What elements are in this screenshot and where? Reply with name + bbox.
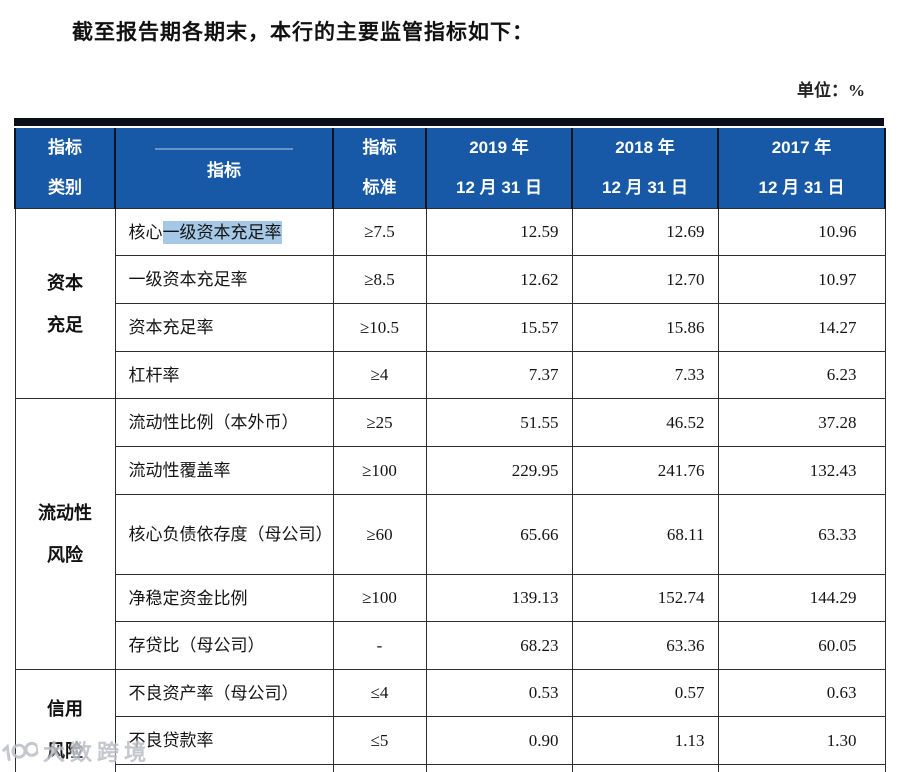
header-2019: 2019 年 12 月 31 日 — [425, 128, 573, 209]
table-row: 杠杆率 ≥4 7.37 7.33 6.23 — [15, 351, 886, 399]
value-2018: 1.13 — [571, 716, 719, 765]
standard-cell: ≥100 — [332, 446, 427, 495]
value-2019 — [425, 764, 573, 772]
indicator-cell: 不良贷款率 — [114, 716, 334, 765]
value-2017: 14.27 — [717, 303, 886, 352]
standard-cell: ≥10.5 — [332, 303, 427, 352]
indicator-cell: 存贷比（母公司） — [114, 621, 334, 670]
table-row: 信用 风险 不良资产率（母公司） ≤4 0.53 0.57 0.63 — [14, 669, 886, 772]
intro-text: 截至报告期各期末，本行的主要监管指标如下： — [72, 21, 534, 44]
standard-cell: ≥7.5 — [332, 208, 427, 256]
standard-cell: ≥100 — [332, 574, 427, 622]
value-2017: 10.97 — [717, 255, 886, 304]
indicator-cell — [114, 764, 334, 772]
header-category: 指标 类别 — [14, 128, 116, 209]
value-2019: 139.13 — [425, 574, 573, 622]
value-2019: 0.53 — [425, 669, 573, 717]
value-2017: 10.96 — [717, 208, 886, 256]
value-2017: 60.05 — [717, 621, 886, 670]
indicator-cell: 杠杆率 — [114, 351, 334, 399]
value-2017: 6.23 — [717, 351, 886, 399]
table-row: 流动性覆盖率 ≥100 229.95 241.76 132.43 — [15, 446, 886, 495]
value-2018: 12.70 — [571, 255, 719, 304]
value-2019: 12.59 — [425, 208, 573, 256]
standard-cell: ≤4 — [332, 669, 427, 717]
value-2018: 0.57 — [571, 669, 719, 717]
value-2018: 12.69 — [571, 208, 719, 256]
table-row: 一级资本充足率 ≥8.5 12.62 12.70 10.97 — [15, 255, 886, 304]
value-2017: 63.33 — [717, 494, 886, 575]
standard-cell: ≥25 — [332, 398, 427, 447]
value-2017: 0.63 — [717, 669, 886, 717]
table-row: 存贷比（母公司） - 68.23 63.36 60.05 — [15, 621, 886, 670]
value-2018: 7.33 — [571, 351, 719, 399]
value-2019: 0.90 — [425, 716, 573, 765]
value-2018: 46.52 — [571, 398, 719, 447]
indicator-cell: 流动性比例（本外币） — [114, 398, 334, 447]
indicators-table: 指标 类别 指标 指标 标准 2019 年 12 月 31 日 — [14, 128, 886, 772]
indicator-cell: 核心负债依存度（母公司） — [114, 494, 334, 575]
value-2018: 68.11 — [571, 494, 719, 575]
header-indicator: 指标 — [114, 128, 334, 209]
standard-cell: - — [332, 621, 427, 670]
value-2018: 63.36 — [571, 621, 719, 670]
indicator-cell: 一级资本充足率 — [114, 255, 334, 304]
regulatory-indicators-table: 指标 类别 指标 指标 标准 2019 年 12 月 31 日 — [14, 118, 886, 772]
standard-cell: ≤5 — [332, 716, 427, 765]
value-2019: 7.37 — [425, 351, 573, 399]
value-2019: 51.55 — [425, 398, 573, 447]
indicator-cell: 核心一级资本充足率 — [114, 208, 334, 256]
table-top-bar — [14, 118, 884, 126]
indicator-cell: 不良资产率（母公司） — [114, 669, 334, 717]
value-2017: 144.29 — [717, 574, 886, 622]
selected-text: 一级资本充足率 — [162, 220, 282, 244]
value-2018: 15.86 — [571, 303, 719, 352]
table-bar-gap — [14, 126, 884, 128]
header-2017: 2017 年 12 月 31 日 — [717, 128, 886, 209]
indicator-cell: 净稳定资金比例 — [114, 574, 334, 622]
table-header-row: 指标 类别 指标 指标 标准 2019 年 12 月 31 日 — [14, 128, 886, 209]
value-2018: 152.74 — [571, 574, 719, 622]
value-2019: 15.57 — [425, 303, 573, 352]
indicator-cell: 资本充足率 — [114, 303, 334, 352]
table-row-partial — [15, 764, 886, 772]
table-row: 资本 充足 核心一级资本充足率 ≥7.5 12.59 12.69 10.96 — [14, 208, 886, 399]
value-2019: 68.23 — [425, 621, 573, 670]
table-row: 净稳定资金比例 ≥100 139.13 152.74 144.29 — [15, 574, 886, 622]
value-2019: 12.62 — [425, 255, 573, 304]
indicator-cell: 流动性覆盖率 — [114, 446, 334, 495]
value-2018: 241.76 — [571, 446, 719, 495]
category-liquidity-risk: 流动性 风险 — [14, 398, 116, 670]
table-row: 流动性 风险 流动性比例（本外币） ≥25 51.55 46.52 37.28 — [14, 398, 886, 670]
table-row: 不良贷款率 ≤5 0.90 1.13 1.30 — [15, 716, 886, 765]
value-2019: 229.95 — [425, 446, 573, 495]
value-2017: 1.30 — [717, 716, 886, 765]
header-standard: 指标 标准 — [332, 128, 427, 209]
table-row: 资本充足率 ≥10.5 15.57 15.86 14.27 — [15, 303, 886, 352]
value-2017: 37.28 — [717, 398, 886, 447]
standard-cell: ≥4 — [332, 351, 427, 399]
standard-cell — [332, 764, 427, 772]
value-2018 — [571, 764, 719, 772]
value-2019: 65.66 — [425, 494, 573, 575]
category-capital-adequacy: 资本 充足 — [14, 208, 116, 399]
category-credit-risk: 信用 风险 — [14, 669, 116, 772]
unit-label: 单位：% — [797, 81, 865, 100]
value-2017: 132.43 — [717, 446, 886, 495]
header-2018: 2018 年 12 月 31 日 — [571, 128, 719, 209]
standard-cell: ≥8.5 — [332, 255, 427, 304]
standard-cell: ≥60 — [332, 494, 427, 575]
value-2017 — [717, 764, 886, 772]
selection-artifact-line — [154, 148, 294, 150]
table-row: 核心负债依存度（母公司） ≥60 65.66 68.11 63.33 — [15, 494, 886, 575]
